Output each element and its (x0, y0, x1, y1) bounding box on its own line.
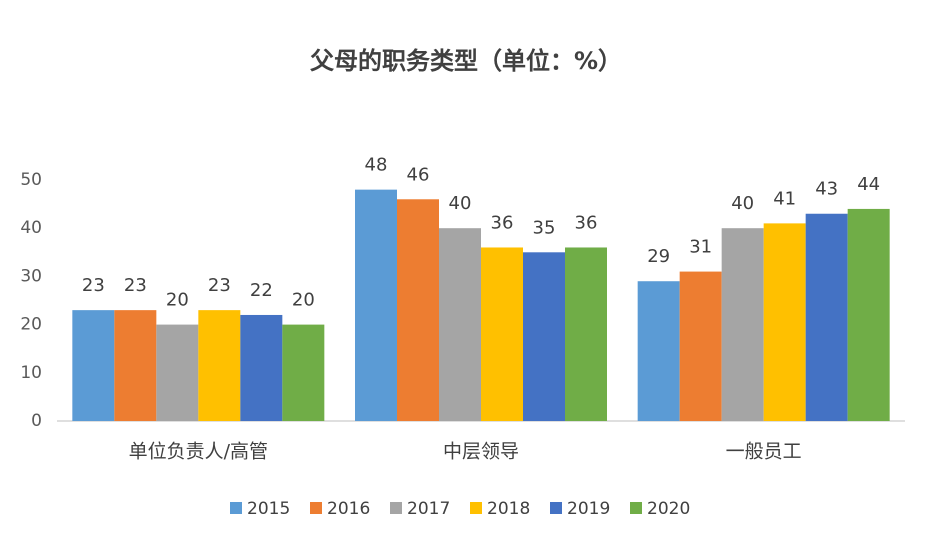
x-tick-label: 一般员工 (726, 441, 802, 463)
bar (523, 252, 565, 421)
value-label: 20 (166, 290, 189, 311)
y-tick-label: 40 (20, 218, 42, 238)
bar (198, 310, 241, 421)
y-tick-label: 30 (20, 266, 42, 286)
y-tick-label: 50 (20, 170, 42, 190)
legend-label: 2015 (247, 499, 290, 519)
bar (156, 324, 199, 421)
bar (397, 199, 439, 421)
bar (679, 271, 722, 421)
legend-swatch (310, 502, 322, 514)
value-label: 36 (575, 212, 598, 233)
bar (481, 247, 523, 421)
value-label: 40 (449, 193, 472, 214)
bar (355, 189, 397, 421)
value-label: 29 (647, 246, 670, 267)
value-label: 23 (124, 275, 147, 296)
bar (114, 310, 157, 421)
value-label: 22 (250, 280, 273, 301)
bar (565, 247, 607, 421)
legend-swatch (230, 502, 242, 514)
value-label: 40 (731, 193, 754, 214)
bar (72, 310, 115, 421)
legend-label: 2016 (327, 499, 370, 519)
value-label: 46 (407, 164, 430, 185)
bar (721, 228, 764, 421)
bar (637, 281, 680, 421)
value-label: 41 (773, 188, 796, 209)
y-tick-label: 0 (31, 411, 42, 431)
value-label: 48 (365, 155, 388, 176)
value-label: 44 (857, 174, 880, 195)
y-tick-label: 10 (20, 363, 42, 383)
bar (805, 213, 848, 421)
legend-swatch (550, 502, 562, 514)
bar (763, 223, 806, 421)
chart-title: 父母的职务类型（单位：%） (310, 47, 622, 75)
bar (847, 208, 890, 421)
value-label: 20 (292, 290, 315, 311)
value-label: 43 (815, 179, 838, 200)
legend-swatch (630, 502, 642, 514)
legend-label: 2018 (487, 499, 530, 519)
value-label: 36 (491, 212, 514, 233)
legend-label: 2019 (567, 499, 610, 519)
value-label: 35 (533, 217, 556, 238)
value-label: 31 (689, 237, 712, 258)
y-tick-label: 20 (20, 315, 42, 335)
legend-label: 2020 (647, 499, 690, 519)
x-tick-label: 中层领导 (443, 441, 519, 463)
legend-swatch (470, 502, 482, 514)
value-label: 23 (208, 275, 231, 296)
value-label: 23 (82, 275, 105, 296)
bar (282, 324, 325, 421)
legend-label: 2017 (407, 499, 450, 519)
x-tick-label: 单位负责人/高管 (129, 441, 268, 463)
bar (439, 228, 481, 421)
legend-swatch (390, 502, 402, 514)
bar (240, 314, 283, 421)
